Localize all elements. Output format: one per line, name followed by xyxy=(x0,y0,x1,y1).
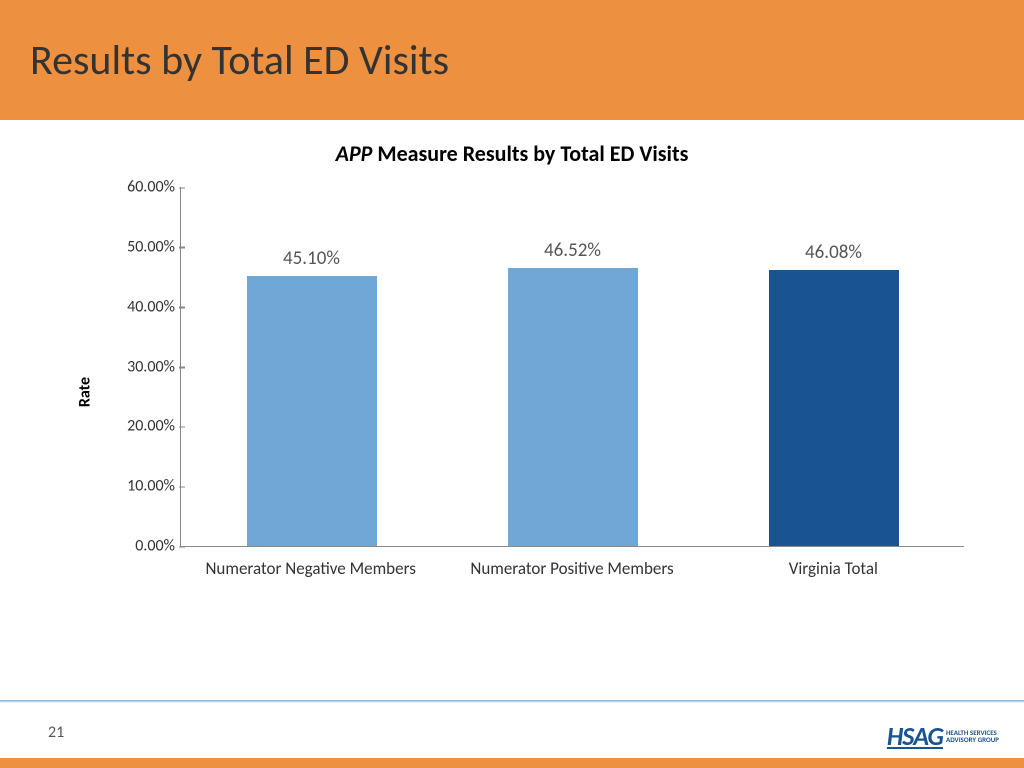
chart-plot: 45.10%46.52%46.08% 0.00%10.00%20.00%30.0… xyxy=(180,187,964,547)
y-tick: 10.00% xyxy=(103,477,175,496)
y-tick: 40.00% xyxy=(103,297,175,316)
bar-value-label: 45.10% xyxy=(181,247,442,270)
y-tick: 20.00% xyxy=(103,417,175,436)
page-number: 21 xyxy=(48,723,64,742)
x-axis-label: Virginia Total xyxy=(703,552,964,607)
footer-divider xyxy=(0,700,1024,703)
chart-bars: 45.10%46.52%46.08% xyxy=(181,187,964,546)
bar xyxy=(769,270,899,546)
slide-footer: 21 HSAG HEALTH SERVICES ADVISORY GROUP xyxy=(0,700,1024,768)
footer-bottom-bar xyxy=(0,758,1024,768)
bar xyxy=(508,268,638,546)
logo-sub-text: HEALTH SERVICES ADVISORY GROUP xyxy=(946,729,999,743)
bar-value-label: 46.52% xyxy=(442,239,703,262)
y-tick: 60.00% xyxy=(103,178,175,197)
logo-main-text: HSAG xyxy=(887,720,943,752)
y-axis-label: Rate xyxy=(76,377,95,407)
slide-title: Results by Total ED Visits xyxy=(30,35,449,86)
chart-container: APP Measure Results by Total ED Visits R… xyxy=(0,120,1024,607)
chart-title: APP Measure Results by Total ED Visits xyxy=(60,140,964,167)
chart-area: Rate 45.10%46.52%46.08% 0.00%10.00%20.00… xyxy=(100,177,964,607)
bar xyxy=(247,276,377,546)
chart-title-italic: APP xyxy=(336,140,373,167)
bar-group: 46.08% xyxy=(703,187,964,546)
bar-group: 45.10% xyxy=(181,187,442,546)
x-axis-labels: Numerator Negative MembersNumerator Posi… xyxy=(180,552,964,607)
x-axis-label: Numerator Negative Members xyxy=(180,552,441,607)
hsag-logo: HSAG HEALTH SERVICES ADVISORY GROUP xyxy=(887,720,999,752)
y-tick: 30.00% xyxy=(103,357,175,376)
slide-header: Results by Total ED Visits xyxy=(0,0,1024,120)
y-tick: 50.00% xyxy=(103,237,175,256)
chart-title-rest: Measure Results by Total ED Visits xyxy=(372,140,688,167)
bar-group: 46.52% xyxy=(442,187,703,546)
x-axis-label: Numerator Positive Members xyxy=(441,552,702,607)
y-tick: 0.00% xyxy=(103,537,175,556)
bar-value-label: 46.08% xyxy=(703,241,964,264)
